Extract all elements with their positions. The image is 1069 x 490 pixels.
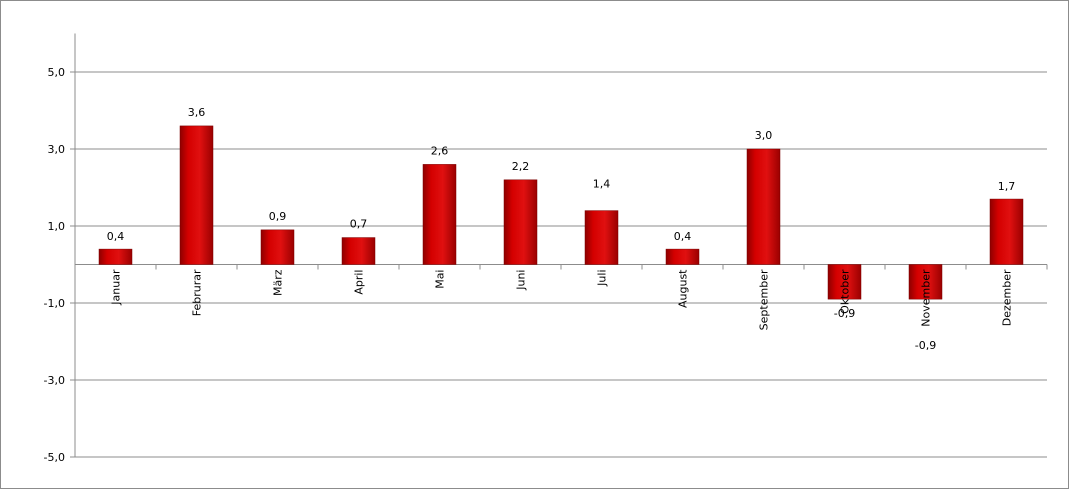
x-category-label: September (758, 269, 771, 330)
bar-februrar (179, 125, 214, 265)
bar-august (665, 248, 700, 265)
y-tick-label: 1,0 (48, 220, 66, 233)
x-category-label: Mai (434, 270, 447, 289)
data-label: 2,6 (431, 144, 449, 157)
bar-juni (503, 179, 538, 265)
bar-layer (98, 125, 1024, 300)
x-category-label: Februrar (191, 269, 204, 316)
x-category-label: Januar (110, 269, 123, 306)
bar-mai (422, 164, 457, 265)
bar-märz (260, 229, 295, 265)
data-label: -0,9 (915, 339, 936, 352)
data-label: -0,9 (834, 307, 855, 320)
data-label: 3,0 (755, 129, 773, 142)
data-label: 0,4 (674, 230, 692, 243)
x-category-label: November (920, 269, 933, 327)
data-label: 1,4 (593, 178, 611, 191)
x-category-label: Dezember (1001, 269, 1014, 326)
y-tick-label: -5,0 (44, 451, 65, 464)
y-tick-label: 3,0 (48, 143, 66, 156)
bar-juli (584, 210, 619, 265)
x-category-label: Juni (515, 270, 528, 291)
x-category-label: März (272, 269, 285, 296)
bar-oktober (827, 264, 862, 300)
x-category-label: Juli (596, 270, 609, 287)
grid-layer (75, 71, 1047, 458)
data-label: 1,7 (998, 180, 1016, 193)
label-layer: 0,4 Januar 3,6 Februrar 0,9 März 0,7 April 2,6 Ma… (107, 106, 1016, 352)
axis-layer: 5,0 3,0 1,0 -1,0 -3,0 -5,0 (44, 33, 1048, 464)
bar-november (908, 264, 943, 300)
y-tick-label: -3,0 (44, 374, 65, 387)
y-tick-label: 5,0 (48, 66, 66, 79)
bar-april (341, 237, 376, 265)
bar-dezember (989, 198, 1024, 265)
data-label: 0,4 (107, 230, 125, 243)
data-label: 0,9 (269, 210, 287, 223)
data-label: 0,7 (350, 218, 368, 231)
data-label: 3,6 (188, 106, 206, 119)
x-category-label: August (677, 269, 690, 308)
bar-september (746, 148, 781, 265)
y-tick-label: -1,0 (44, 297, 65, 310)
x-category-label: April (353, 270, 366, 295)
data-label: 2,2 (512, 160, 530, 173)
bar-januar (98, 248, 133, 265)
x-category-label: Oktober (839, 269, 852, 314)
